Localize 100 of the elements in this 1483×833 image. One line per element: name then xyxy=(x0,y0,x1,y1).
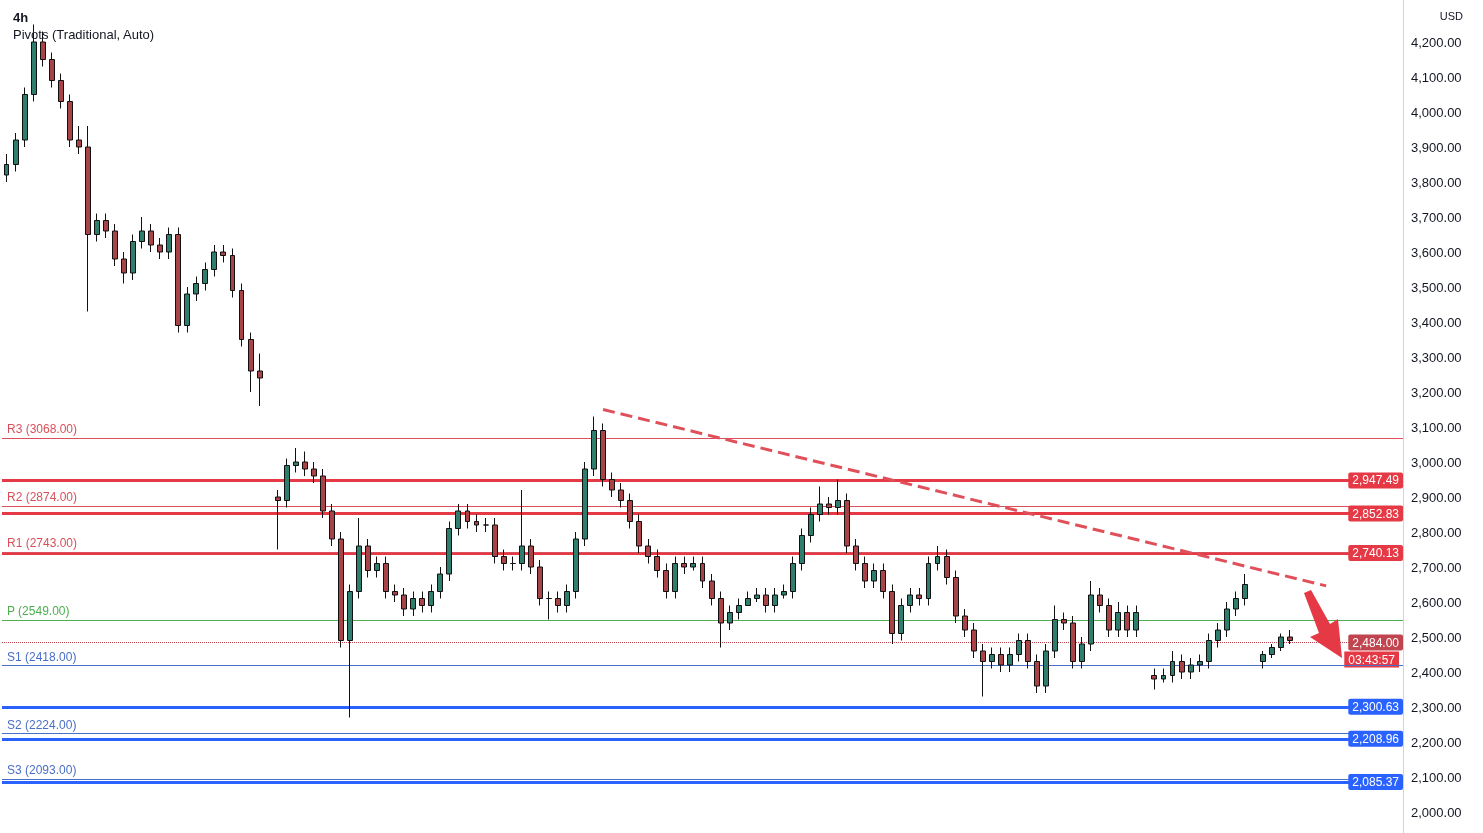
candlestick xyxy=(555,591,561,613)
candlestick xyxy=(347,584,353,718)
candlestick xyxy=(907,587,913,613)
candlestick xyxy=(989,647,995,669)
y-tick-label: 2,700.00 xyxy=(1411,559,1462,575)
candlestick xyxy=(1206,633,1212,669)
ref-line-label: S2 (2224.00) xyxy=(7,717,77,732)
candlestick xyxy=(220,244,226,263)
candlestick xyxy=(103,213,109,239)
candlestick xyxy=(718,591,724,648)
y-tick-label: 4,000.00 xyxy=(1411,104,1462,120)
candlestick xyxy=(564,584,570,613)
candlestick xyxy=(248,332,254,393)
candlestick xyxy=(582,461,588,547)
candlestick xyxy=(139,216,145,249)
candlestick xyxy=(419,591,425,613)
candlestick xyxy=(1106,598,1112,638)
candlestick xyxy=(980,643,986,697)
candlestick xyxy=(365,538,371,578)
candlestick xyxy=(663,563,669,599)
candlestick xyxy=(338,531,344,648)
candlestick xyxy=(320,468,326,519)
ref-line-label: 2,300.63 xyxy=(1352,699,1400,714)
candlestick xyxy=(94,213,100,242)
y-tick-label: 2,800.00 xyxy=(1411,524,1462,540)
candlestick xyxy=(428,584,434,613)
candlestick xyxy=(926,556,931,606)
candlestick xyxy=(85,125,91,312)
text: 4h xyxy=(13,10,29,25)
candlestick xyxy=(1052,605,1058,659)
candlestick xyxy=(736,598,742,620)
candlestick xyxy=(727,605,733,631)
candlestick xyxy=(184,286,190,333)
candlestick xyxy=(1170,650,1175,683)
y-tick-label: 3,900.00 xyxy=(1411,139,1462,155)
candlestick xyxy=(13,132,19,172)
candlestick xyxy=(474,514,479,533)
candlestick xyxy=(410,591,416,617)
y-tick-label: 3,400.00 xyxy=(1411,314,1462,330)
candlestick xyxy=(528,538,534,575)
candlestick xyxy=(76,125,82,155)
y-tick-label: 3,200.00 xyxy=(1411,384,1462,400)
candlestick xyxy=(700,556,705,589)
candlestick xyxy=(311,461,317,484)
candlestick xyxy=(627,493,633,529)
candlestick xyxy=(1233,591,1239,617)
candlestick xyxy=(862,556,868,589)
candlestick xyxy=(1260,650,1266,669)
candlestick xyxy=(284,458,290,508)
candlestick xyxy=(1179,654,1185,680)
candlestick xyxy=(1061,612,1067,631)
candlestick xyxy=(121,251,127,284)
candlestick xyxy=(889,584,895,645)
candlestick xyxy=(1025,633,1031,669)
ref-line-label: 2,085.37 xyxy=(1352,775,1400,790)
ref-line-label: R2 (2874.00) xyxy=(7,490,78,505)
ref-line-label: R1 (2743.00) xyxy=(7,535,78,550)
candlestick xyxy=(1197,654,1203,673)
y-tick-label: 2,000.00 xyxy=(1411,804,1462,820)
candlestick xyxy=(781,584,787,599)
candlestick xyxy=(953,570,959,624)
candlestick xyxy=(690,556,696,571)
candlestick xyxy=(898,598,904,641)
candlestick xyxy=(166,227,172,260)
y-tick-label: 4,200.00 xyxy=(1411,34,1462,50)
ref-line-label: S3 (2093.00) xyxy=(7,763,77,778)
y-tick-label: 3,300.00 xyxy=(1411,349,1462,365)
candlestick xyxy=(1224,601,1230,638)
candlestick xyxy=(446,521,452,582)
candlestick xyxy=(437,566,443,599)
ref-line-label: 2,484.00 xyxy=(1352,635,1400,650)
candlestick xyxy=(175,227,181,333)
y-tick-label: 2,400.00 xyxy=(1411,664,1462,680)
candlestick xyxy=(1242,573,1248,606)
candlestick xyxy=(935,545,940,571)
candlestick xyxy=(971,622,977,659)
candlestick xyxy=(808,507,814,543)
candlestick xyxy=(157,237,163,260)
candlestick xyxy=(817,486,823,522)
candlestick xyxy=(293,447,299,473)
ref-line-label: P (2549.00) xyxy=(7,603,70,618)
candlestick xyxy=(58,73,64,109)
candlestick xyxy=(1269,643,1275,659)
candlestick xyxy=(455,503,461,536)
candlestick xyxy=(1188,657,1194,680)
ref-line-label: R3 (3068.00) xyxy=(7,422,78,437)
candlestick xyxy=(709,573,715,606)
candlestick xyxy=(148,223,154,253)
candlestick xyxy=(537,559,543,606)
candlestick xyxy=(645,538,651,564)
candlestick xyxy=(1043,643,1049,694)
candlestick xyxy=(998,647,1004,673)
candlestick xyxy=(1278,633,1284,652)
candlestick xyxy=(546,591,552,620)
candlestick xyxy=(1007,647,1013,673)
candlestick xyxy=(672,556,678,599)
candlestick xyxy=(49,52,55,88)
candlestick xyxy=(374,556,380,578)
candlestick xyxy=(130,234,136,281)
candlestick xyxy=(392,584,398,603)
